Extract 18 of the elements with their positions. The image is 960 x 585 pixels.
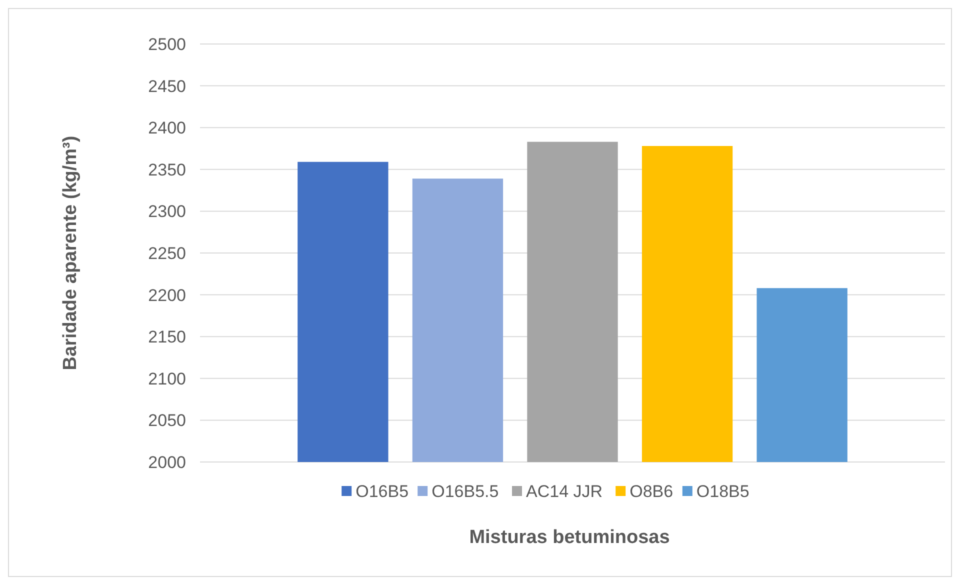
y-tick-label: 2150: [148, 328, 186, 347]
legend-label: AC14 JJR: [526, 482, 603, 501]
y-tick-label: 2200: [148, 286, 186, 305]
y-tick-label: 2450: [148, 76, 186, 96]
y-tick-label: 2100: [148, 369, 186, 388]
legend-label: O16B5.5: [432, 482, 499, 501]
legend-label: O18B5: [696, 482, 750, 501]
y-tick-label: 2400: [148, 118, 186, 138]
y-axis-title: Baridade aparente (kg/m³): [60, 136, 81, 370]
y-tick-label: 2500: [148, 34, 186, 54]
y-tick-label: 2000: [148, 452, 186, 472]
x-axis-title: Misturas betuminosas: [469, 527, 670, 548]
legend-label: O8B6: [630, 482, 674, 501]
legend-label: O16B5: [356, 482, 409, 501]
y-tick-label: 2250: [148, 244, 186, 263]
y-tick-label: 2050: [148, 411, 186, 430]
y-tick-label: 2350: [148, 160, 186, 180]
y-tick-label: 2300: [148, 202, 186, 222]
